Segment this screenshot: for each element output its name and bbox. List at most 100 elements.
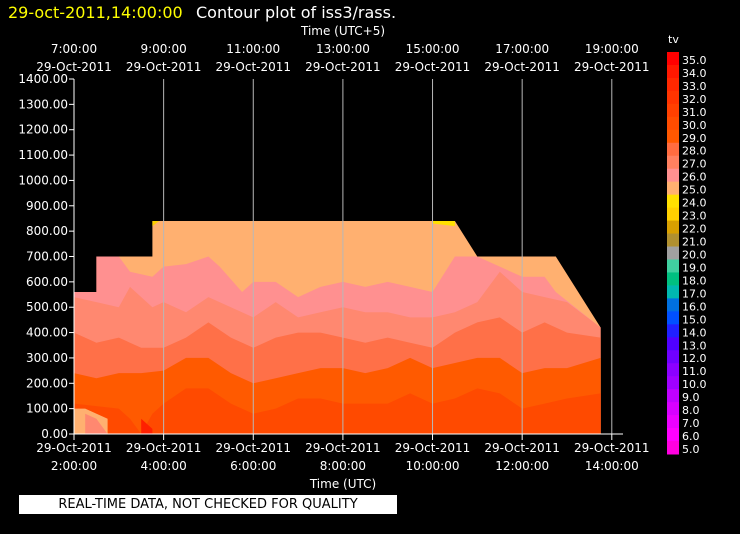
colorbar-level-label: 14.0 xyxy=(682,326,707,339)
colorbar-level-label: 34.0 xyxy=(682,67,707,80)
top-tick-date: 29-Oct-2011 xyxy=(36,60,112,74)
colorbar-swatch xyxy=(667,52,679,66)
colorbar-swatch xyxy=(667,77,679,92)
top-tick-date: 29-Oct-2011 xyxy=(395,60,471,74)
colorbar-swatch xyxy=(667,181,679,196)
colorbar-level-label: 31.0 xyxy=(682,106,707,119)
colorbar-level-label: 35.0 xyxy=(682,54,707,67)
colorbar-swatch xyxy=(667,246,679,260)
y-tick-label: 0.00 xyxy=(41,427,68,441)
colorbar-level-label: 33.0 xyxy=(682,80,707,93)
colorbar-swatch xyxy=(667,90,679,105)
colorbar-level-label: 26.0 xyxy=(682,171,707,184)
colorbar-swatch xyxy=(667,415,679,429)
colorbar-level-label: 20.0 xyxy=(682,248,707,261)
colorbar-level-label: 8.0 xyxy=(682,404,700,417)
contour-band-27 xyxy=(85,413,108,434)
top-tick-time: 17:00:00 xyxy=(495,42,549,56)
colorbar-swatch xyxy=(667,428,679,442)
top-tick-time: 11:00:00 xyxy=(226,42,280,56)
colorbar-level-label: 22.0 xyxy=(682,223,707,236)
colorbar-swatch xyxy=(667,103,679,118)
x-tick-date: 29-Oct-2011 xyxy=(36,441,112,455)
colorbar-level-label: 28.0 xyxy=(682,145,707,158)
top-tick-time: 19:00:00 xyxy=(585,42,639,56)
colorbar-level-label: 30.0 xyxy=(682,119,707,132)
y-tick-label: 100.00 xyxy=(26,402,68,416)
y-tick-label: 300.00 xyxy=(26,351,68,365)
top-tick-date: 29-Oct-2011 xyxy=(574,60,650,74)
colorbar-level-label: 12.0 xyxy=(682,352,707,365)
colorbar-swatch xyxy=(667,220,679,235)
x-tick-time: 10:00:00 xyxy=(406,459,460,473)
colorbar-swatch xyxy=(667,298,679,312)
y-tick-label: 200.00 xyxy=(26,376,68,390)
y-tick-label: 700.00 xyxy=(26,250,68,264)
colorbar-swatch xyxy=(667,207,679,222)
y-tick-label: 1200.00 xyxy=(18,123,68,137)
y-tick-label: 1000.00 xyxy=(18,173,68,187)
colorbar-level-label: 25.0 xyxy=(682,184,707,197)
x-tick-date: 29-Oct-2011 xyxy=(484,441,560,455)
y-axis-ticks: 0.00 100.00 200.00 300.00 400.00 500.00 600.00… xyxy=(18,72,74,441)
colorbar-swatch xyxy=(667,389,679,403)
x-tick-date: 29-Oct-2011 xyxy=(574,441,650,455)
colorbar-swatch xyxy=(667,142,679,157)
colorbar-swatch xyxy=(667,363,679,377)
colorbar-level-label: 9.0 xyxy=(682,391,700,404)
colorbar-swatch xyxy=(667,324,679,338)
colorbar-swatch xyxy=(667,311,679,325)
colorbar-swatch xyxy=(667,441,679,455)
colorbar-swatch xyxy=(667,350,679,364)
colorbar-level-label: 6.0 xyxy=(682,430,700,443)
colorbar-level-label: 23.0 xyxy=(682,210,707,223)
x-tick-date: 29-Oct-2011 xyxy=(215,441,291,455)
y-tick-label: 800.00 xyxy=(26,224,68,238)
colorbar-label: tv xyxy=(668,33,679,46)
colorbar-level-label: 24.0 xyxy=(682,197,707,210)
colorbar-level-label: 13.0 xyxy=(682,339,707,352)
colorbar-level-label: 7.0 xyxy=(682,417,700,430)
top-tick-time: 13:00:00 xyxy=(316,42,370,56)
colorbar-level-label: 32.0 xyxy=(682,93,707,106)
x-tick-date: 29-Oct-2011 xyxy=(126,441,202,455)
colorbar-swatch xyxy=(667,233,679,248)
y-tick-label: 1300.00 xyxy=(18,97,68,111)
colorbar-level-label: 17.0 xyxy=(682,287,707,300)
contour-band-30 xyxy=(74,388,601,434)
top-axis-label: Time (UTC+5) xyxy=(300,24,385,38)
y-tick-label: 1100.00 xyxy=(18,148,68,162)
colorbar-swatch xyxy=(667,194,679,209)
colorbar-swatch xyxy=(667,285,679,299)
top-axis-ticks: 7:00:00 29-Oct-2011 9:00:00 29-Oct-2011 11:0… xyxy=(36,42,649,74)
colorbar-level-label: 18.0 xyxy=(682,274,707,287)
colorbar-level-label: 11.0 xyxy=(682,365,707,378)
x-tick-time: 8:00:00 xyxy=(320,459,366,473)
colorbar-swatch xyxy=(667,272,679,286)
y-tick-label: 1400.00 xyxy=(18,72,68,86)
y-tick-label: 400.00 xyxy=(26,326,68,340)
colorbar-level-label: 29.0 xyxy=(682,132,707,145)
contour-fills xyxy=(74,221,601,434)
y-tick-label: 500.00 xyxy=(26,300,68,314)
x-tick-time: 2:00:00 xyxy=(51,459,97,473)
x-tick-date: 29-Oct-2011 xyxy=(305,441,381,455)
colorbar-swatch xyxy=(667,259,679,273)
x-tick-date: 29-Oct-2011 xyxy=(395,441,471,455)
colorbar: 35.034.033.032.031.030.029.028.027.026.0… xyxy=(667,52,707,456)
colorbar-level-label: 16.0 xyxy=(682,300,707,313)
contour-band-32 xyxy=(141,418,153,434)
top-tick-date: 29-Oct-2011 xyxy=(126,60,202,74)
x-tick-time: 4:00:00 xyxy=(140,459,186,473)
x-tick-time: 14:00:00 xyxy=(585,459,639,473)
colorbar-swatch xyxy=(667,155,679,170)
colorbar-level-label: 5.0 xyxy=(682,443,700,456)
top-tick-date: 29-Oct-2011 xyxy=(484,60,560,74)
colorbar-level-label: 27.0 xyxy=(682,158,707,171)
colorbar-swatch xyxy=(667,116,679,131)
colorbar-swatch xyxy=(667,337,679,351)
colorbar-swatch xyxy=(667,129,679,144)
bottom-axis-label: Time (UTC) xyxy=(309,477,376,491)
x-tick-time: 6:00:00 xyxy=(230,459,276,473)
